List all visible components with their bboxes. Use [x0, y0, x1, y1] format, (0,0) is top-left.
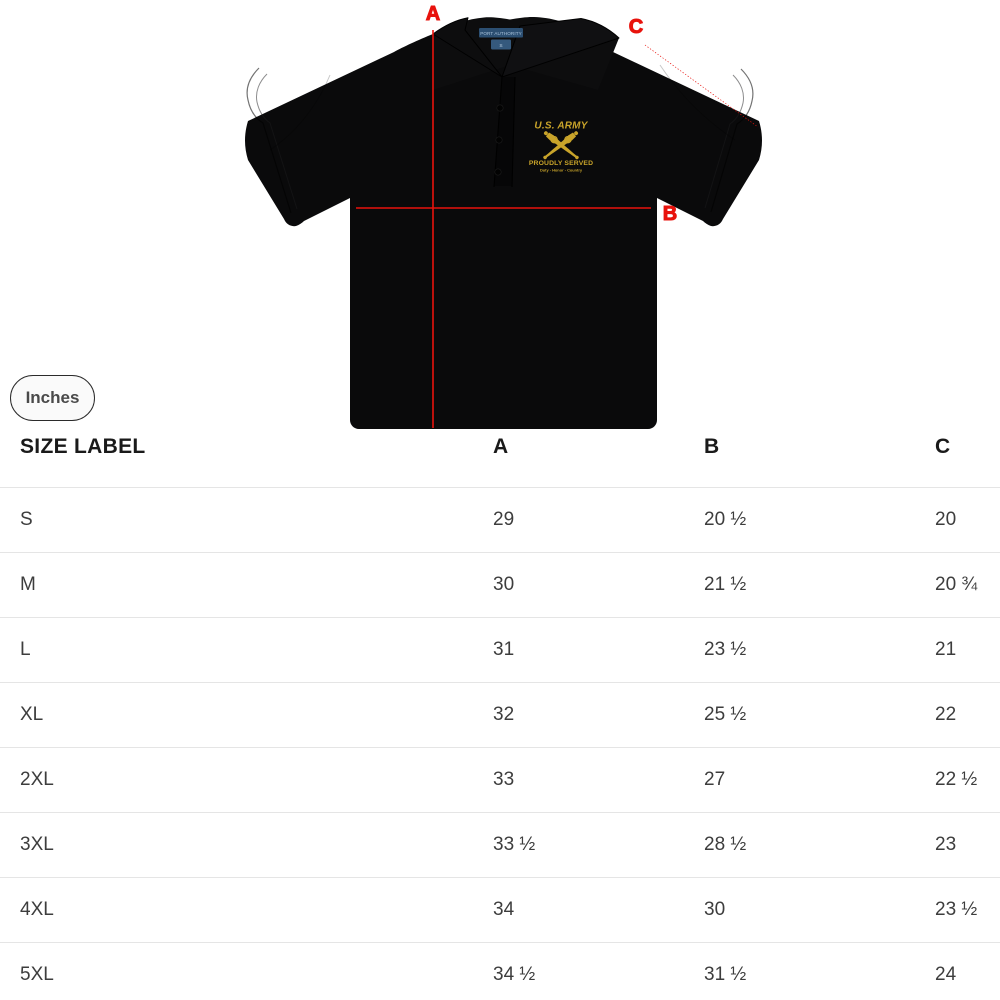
svg-text:PROUDLY SERVED: PROUDLY SERVED [529, 160, 593, 167]
svg-text:S: S [499, 43, 502, 49]
svg-text:PORT AUTHORITY: PORT AUTHORITY [480, 31, 522, 36]
svg-text:Duty - Honor - Country: Duty - Honor - Country [540, 167, 583, 172]
svg-text:A: A [426, 3, 440, 25]
svg-text:B: B [663, 203, 677, 225]
svg-text:C: C [629, 16, 643, 38]
svg-text:U.S. ARMY: U.S. ARMY [534, 121, 588, 132]
